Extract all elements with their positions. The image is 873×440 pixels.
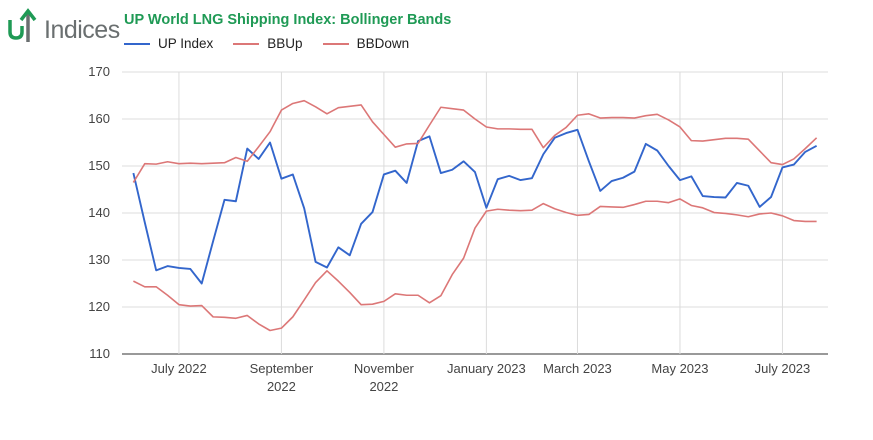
y-tick-label: 130 <box>88 252 110 267</box>
x-tick-label: November <box>354 361 415 376</box>
chart-title: UP World LNG Shipping Index: Bollinger B… <box>124 12 452 28</box>
y-tick-label: 120 <box>88 299 110 314</box>
x-tick-label: July 2023 <box>755 361 811 376</box>
legend-swatch-bbup <box>233 42 260 45</box>
series-line-bbdown <box>133 198 817 332</box>
logo-text: Indices <box>44 16 120 44</box>
y-tick-label: 160 <box>88 111 110 126</box>
y-tick-label: 140 <box>88 205 110 220</box>
legend-swatch-bbdown <box>322 42 349 45</box>
y-tick-label: 170 <box>88 64 110 79</box>
x-tick-label: July 2022 <box>151 361 207 376</box>
x-tick-label: March 2023 <box>543 361 612 376</box>
up-indices-logo: Indices <box>6 6 120 44</box>
legend-swatch-up-index <box>124 42 150 45</box>
up-arrow-icon <box>8 8 37 42</box>
x-tick-label: September <box>250 361 314 376</box>
legend-label-bbdown: BBDown <box>356 36 410 51</box>
legend-label-up-index: UP Index <box>158 36 214 51</box>
y-tick-label: 110 <box>89 346 110 361</box>
legend-label-bbup: BBUp <box>267 36 303 51</box>
series-line-up-index <box>132 128 818 285</box>
chart-legend: UP Index BBUp BBDown <box>124 36 409 51</box>
legend-item-bbup[interactable]: BBUp <box>233 36 303 51</box>
x-tick-label: 2022 <box>267 379 296 394</box>
series-line-bbup <box>132 99 818 183</box>
x-tick-label: January 2023 <box>447 361 526 376</box>
x-tick-label: May 2023 <box>651 361 708 376</box>
y-tick-label: 150 <box>88 158 110 173</box>
legend-item-up-index[interactable]: UP Index <box>124 36 213 51</box>
x-tick-label: 2022 <box>369 379 398 394</box>
legend-item-bbdown[interactable]: BBDown <box>322 36 410 51</box>
